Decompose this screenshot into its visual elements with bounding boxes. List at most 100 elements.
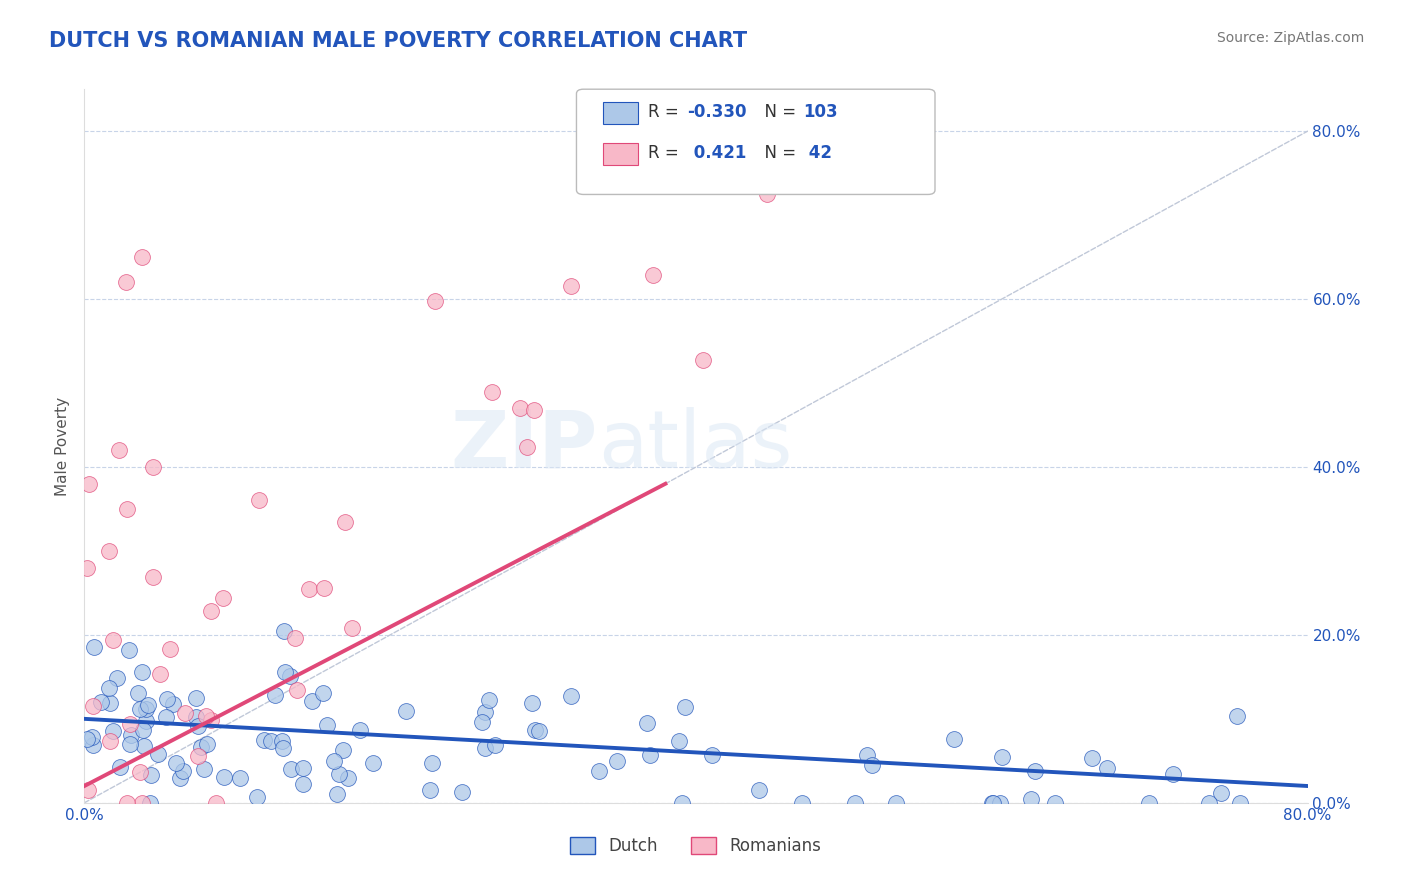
Point <box>481 385 503 400</box>
Point <box>211 591 233 605</box>
Point <box>1226 709 1249 723</box>
Point <box>247 492 270 507</box>
Point <box>138 698 160 712</box>
Point <box>425 293 447 308</box>
Point <box>82 738 104 752</box>
Point <box>139 796 162 810</box>
Point <box>100 696 122 710</box>
Point <box>172 764 194 778</box>
Point <box>668 734 690 748</box>
Point <box>169 771 191 785</box>
Point <box>155 709 177 723</box>
Point <box>273 624 295 638</box>
Point <box>101 632 124 647</box>
Point <box>146 747 169 761</box>
Point <box>884 796 907 810</box>
Point <box>285 683 308 698</box>
Point <box>142 460 165 475</box>
Point <box>184 709 207 723</box>
Point <box>253 733 276 747</box>
Point <box>260 734 283 748</box>
Point <box>246 789 269 804</box>
Point <box>263 688 285 702</box>
Point <box>451 785 474 799</box>
Text: R =: R = <box>648 145 685 162</box>
Point <box>560 278 582 293</box>
Point <box>190 740 212 755</box>
Point <box>132 723 155 737</box>
Point <box>200 713 222 727</box>
Point <box>856 748 879 763</box>
Point <box>212 770 235 784</box>
Point <box>271 734 294 748</box>
Point <box>328 766 350 780</box>
Point <box>349 723 371 737</box>
Text: R =: R = <box>648 103 685 121</box>
Point <box>1161 767 1184 781</box>
Point <box>641 268 664 283</box>
Point <box>692 352 714 367</box>
Point <box>474 741 496 756</box>
Point <box>278 669 301 683</box>
Point <box>205 796 228 810</box>
Point <box>1024 764 1046 778</box>
Point <box>1137 796 1160 810</box>
Point <box>942 732 965 747</box>
Point <box>82 730 104 744</box>
Point <box>108 760 131 774</box>
Point <box>174 706 197 720</box>
Point <box>326 788 349 802</box>
Point <box>588 764 610 778</box>
Point <box>790 796 813 810</box>
Point <box>990 796 1012 810</box>
Point <box>637 716 659 731</box>
Text: 42: 42 <box>803 145 832 162</box>
Point <box>606 755 628 769</box>
Point <box>82 699 104 714</box>
Point <box>509 401 531 415</box>
Point <box>77 476 100 491</box>
Point <box>131 665 153 679</box>
Point <box>131 250 153 264</box>
Point <box>700 747 723 762</box>
Point <box>77 783 100 797</box>
Point <box>520 696 543 710</box>
Point <box>336 772 359 786</box>
Point <box>333 515 356 529</box>
Point <box>471 715 494 730</box>
Point <box>316 718 339 732</box>
Point <box>291 777 314 791</box>
Point <box>271 741 294 756</box>
Point <box>195 709 218 723</box>
Point <box>298 582 321 596</box>
Point <box>187 719 209 733</box>
Point <box>128 701 150 715</box>
Point <box>1209 786 1232 800</box>
Point <box>131 796 153 810</box>
Point <box>523 403 546 417</box>
Point <box>860 757 883 772</box>
Point <box>274 665 297 679</box>
Point <box>149 667 172 681</box>
Y-axis label: Male Poverty: Male Poverty <box>55 396 70 496</box>
Point <box>312 581 335 595</box>
Point <box>101 723 124 738</box>
Point <box>673 700 696 714</box>
Point <box>323 754 346 768</box>
Point <box>165 756 187 770</box>
Point <box>340 621 363 635</box>
Point <box>195 737 218 751</box>
Point <box>200 604 222 618</box>
Point <box>118 737 141 751</box>
Point <box>159 641 181 656</box>
Point <box>118 643 141 657</box>
Point <box>284 631 307 645</box>
Point <box>755 186 778 201</box>
Point <box>98 544 121 558</box>
Text: N =: N = <box>754 103 801 121</box>
Point <box>671 796 693 810</box>
Point <box>108 443 131 458</box>
Point <box>478 693 501 707</box>
Point <box>1229 796 1251 810</box>
Point <box>981 796 1004 810</box>
